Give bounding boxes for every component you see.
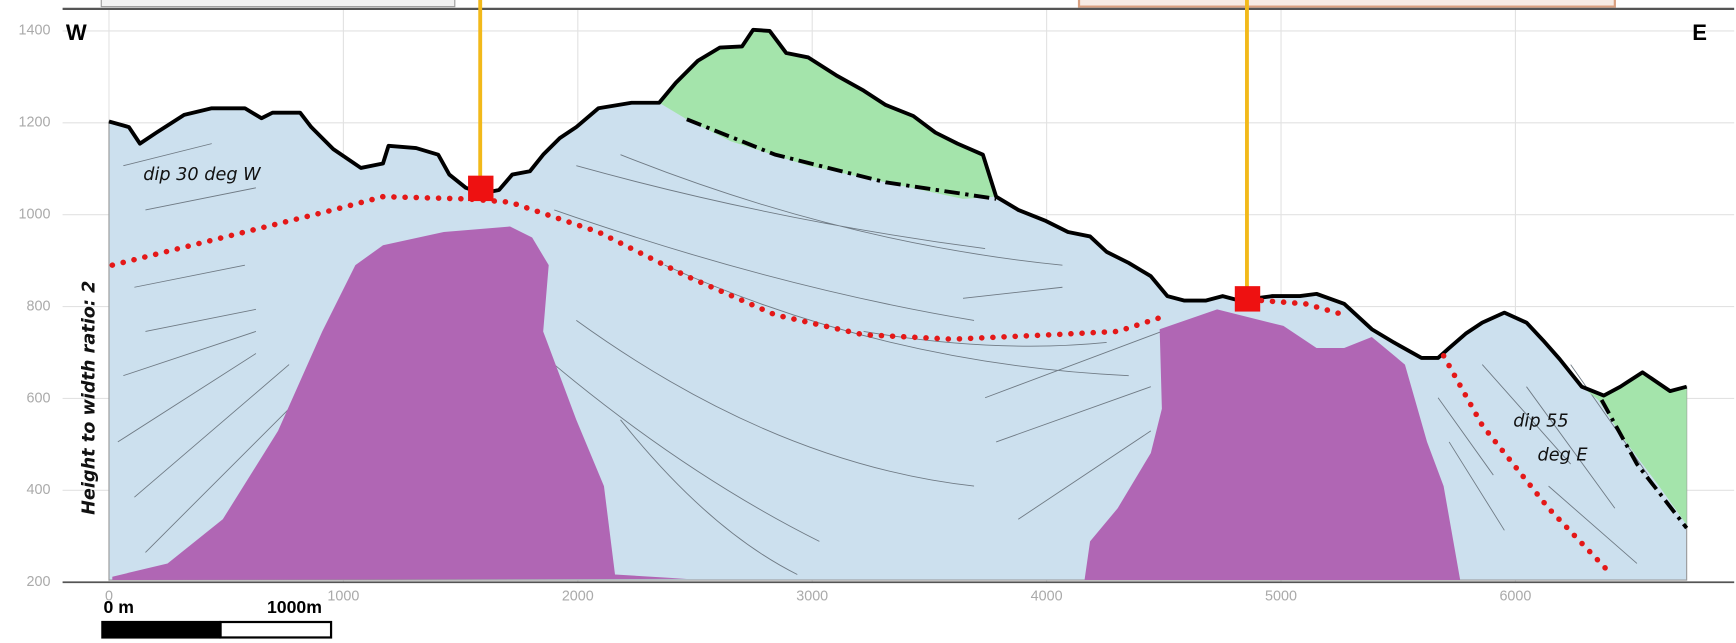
scale-bar-black: [101, 620, 221, 639]
dip-note-east-2: deg E: [1538, 446, 1589, 466]
x-tick-label: 2000: [562, 588, 594, 604]
marker-horizon: [109, 193, 1613, 576]
east-label: E: [1692, 20, 1707, 45]
west-label: W: [66, 20, 87, 45]
unconformity: [686, 117, 1689, 530]
intrusion-west: [112, 226, 687, 581]
ratio-note: Height to width ratio: 2: [80, 281, 100, 515]
y-tick-label: 1200: [18, 115, 50, 131]
bedding: [117, 143, 1649, 575]
boreholes: [468, 0, 1261, 312]
cover-west: [659, 29, 997, 199]
top-box-left: [100, 0, 456, 8]
y-tick-label: 600: [26, 390, 50, 406]
scale-start: 0 m: [103, 597, 133, 617]
scale-end: 1000m: [267, 597, 322, 617]
y-tick-label: 200: [26, 574, 50, 590]
ticks: 0 1000 2000 3000 4000 5000 6000 200 400 600 800 100…: [18, 23, 1531, 605]
top-box-right: [1077, 0, 1616, 8]
scale-bar-white: [219, 620, 333, 639]
dip-note-west: dip 30 deg W: [143, 165, 262, 185]
y-tick-label: 1400: [18, 23, 50, 39]
y-tick-label: 800: [26, 298, 50, 314]
topography: [108, 27, 1688, 398]
x-tick-label: 5000: [1265, 588, 1297, 604]
x-tick-label: 6000: [1499, 588, 1531, 604]
x-tick-label: 4000: [1031, 588, 1063, 604]
x-tick-label: 3000: [796, 588, 828, 604]
x-tick-label: 0: [105, 588, 113, 604]
intrusion-east: [1084, 309, 1461, 581]
x-tick-label: 1000: [327, 588, 359, 604]
dip-note-east-1: dip 55: [1513, 411, 1568, 431]
y-tick-label: 1000: [18, 206, 50, 222]
y-tick-label: 400: [26, 482, 50, 498]
